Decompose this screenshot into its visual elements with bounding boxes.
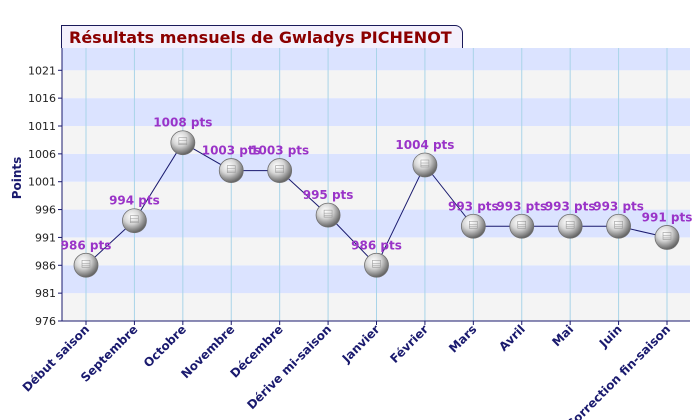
data-point-marker	[122, 208, 147, 234]
data-label: 993 pts	[448, 199, 499, 213]
chart-title: Résultats mensuels de Gwladys PICHENOT	[69, 28, 452, 47]
y-tick-label: 981	[35, 287, 56, 300]
y-tick-label: 976	[35, 315, 56, 328]
data-label: 986 pts	[351, 238, 402, 252]
data-label: 993 pts	[496, 199, 547, 213]
data-point-marker	[73, 252, 99, 278]
data-label: 1003 pts	[250, 144, 309, 158]
chart-title-box: Résultats mensuels de Gwladys PICHENOT	[61, 25, 463, 48]
data-label: 1008 pts	[153, 116, 212, 130]
x-tick-label: Mars	[446, 322, 479, 355]
data-label: 993 pts	[545, 199, 596, 213]
data-point-marker	[315, 202, 341, 228]
y-tick-labels: 976 981 986 991 996 1001 1006 1011 1016 1021	[28, 64, 62, 328]
data-label: 995 pts	[303, 188, 354, 202]
y-tick-label: 1011	[28, 120, 56, 133]
data-point-marker	[606, 213, 631, 239]
y-tick-label: 1016	[28, 92, 56, 105]
x-tick-label: Février	[387, 322, 431, 366]
data-points	[73, 130, 680, 278]
x-tick-label: Janvier	[339, 322, 383, 366]
y-tick-label: 991	[35, 231, 56, 244]
data-point-marker	[654, 225, 680, 250]
data-point-marker	[218, 158, 244, 183]
x-tick-label: Dérive mi-saison	[244, 322, 334, 412]
data-label: 1004 pts	[395, 138, 454, 152]
data-point-marker	[170, 130, 196, 156]
x-tick-label: Avril	[496, 322, 528, 354]
data-label: 1003 pts	[202, 144, 261, 158]
data-label: 991 pts	[642, 210, 693, 224]
data-point-marker	[412, 152, 438, 178]
x-tick-label: Juin	[596, 322, 625, 351]
data-point-marker	[509, 213, 535, 239]
data-label: 986 pts	[61, 238, 112, 252]
data-label: 994 pts	[109, 194, 160, 208]
y-axis-label: Points	[10, 157, 24, 200]
data-point-marker	[267, 158, 293, 183]
data-point-marker	[364, 252, 389, 278]
data-point-marker	[557, 213, 583, 239]
data-label: 993 pts	[593, 199, 644, 213]
x-tick-label: Début saison	[20, 322, 92, 394]
y-tick-label: 1006	[28, 148, 56, 161]
y-tick-label: 986	[35, 259, 56, 272]
x-tick-label: Mai	[549, 322, 576, 349]
y-tick-label: 1021	[28, 64, 56, 77]
x-tick-label: Octobre	[141, 322, 189, 370]
data-point-marker	[460, 213, 486, 239]
y-tick-label: 1001	[28, 176, 56, 189]
y-tick-label: 996	[35, 204, 56, 217]
